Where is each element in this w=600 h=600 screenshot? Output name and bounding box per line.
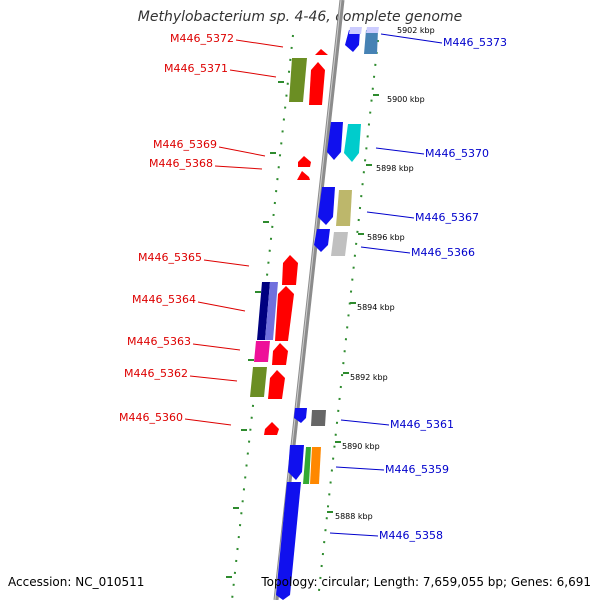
forward-strand-genes bbox=[276, 27, 379, 600]
right-gene-labels: M446_5373 M446_5370 M446_5367 M446_5366 … bbox=[329, 33, 507, 542]
label-leader bbox=[192, 343, 241, 351]
label-leader bbox=[218, 146, 266, 157]
scale-label: 5894 kbp bbox=[357, 303, 395, 312]
scale-labels: 5902 kbp 5900 kbp 5898 kbp 5896 kbp 5894… bbox=[335, 26, 435, 521]
gene-arrow-red[interactable] bbox=[264, 422, 279, 435]
gene-block-lavender[interactable] bbox=[366, 27, 379, 33]
left-gene-labels: M446_5372 M446_5371 M446_5369 M446_5368 … bbox=[119, 32, 284, 426]
label-leader bbox=[235, 39, 284, 48]
label-leader bbox=[184, 418, 232, 426]
gene-label-right[interactable]: M446_5373 bbox=[443, 36, 507, 49]
gene-label-right[interactable]: M446_5366 bbox=[411, 246, 475, 259]
gene-block-orange[interactable] bbox=[310, 447, 321, 484]
gene-arrow-blue[interactable] bbox=[318, 187, 335, 225]
gene-label-left[interactable]: M446_5360 bbox=[119, 411, 183, 424]
gene-arrow-red[interactable] bbox=[297, 171, 310, 180]
gene-label-left[interactable]: M446_5372 bbox=[170, 32, 234, 45]
gene-arrow-red[interactable] bbox=[272, 343, 288, 365]
scale-label: 5898 kbp bbox=[376, 164, 414, 173]
label-leader bbox=[189, 375, 238, 382]
gene-arrow-cyan[interactable] bbox=[344, 124, 361, 162]
gene-block-steel[interactable] bbox=[364, 30, 378, 54]
gene-arrow-red[interactable] bbox=[315, 49, 328, 55]
gene-label-left[interactable]: M446_5362 bbox=[124, 367, 188, 380]
gene-arrow-blue[interactable] bbox=[345, 30, 360, 52]
label-leader bbox=[366, 211, 415, 219]
gene-label-right[interactable]: M446_5361 bbox=[390, 418, 454, 431]
scale-label: 5890 kbp bbox=[342, 442, 380, 451]
gene-arrow-red[interactable] bbox=[298, 156, 311, 167]
label-leader bbox=[380, 33, 443, 44]
label-leader bbox=[197, 301, 246, 312]
gene-block-khaki[interactable] bbox=[336, 190, 352, 226]
label-leader bbox=[203, 259, 250, 267]
gene-arrow-blue[interactable] bbox=[276, 482, 301, 600]
gene-label-left[interactable]: M446_5364 bbox=[132, 293, 196, 306]
gene-arrow-red[interactable] bbox=[309, 62, 325, 105]
gene-block-slate[interactable] bbox=[265, 282, 278, 340]
scale-label: 5896 kbp bbox=[367, 233, 405, 242]
gene-block-light-gray[interactable] bbox=[331, 232, 348, 256]
gene-block-magenta[interactable] bbox=[254, 341, 270, 362]
gene-arrow-red[interactable] bbox=[275, 286, 294, 341]
label-leader bbox=[214, 165, 263, 170]
gene-arrow-red[interactable] bbox=[268, 370, 285, 399]
gene-label-left[interactable]: M446_5365 bbox=[138, 251, 202, 264]
gene-label-right[interactable]: M446_5359 bbox=[385, 463, 449, 476]
gene-arrow-blue[interactable] bbox=[294, 408, 307, 423]
gene-block-olive[interactable] bbox=[250, 367, 267, 397]
accession-text: Accession: NC_010511 bbox=[8, 575, 145, 589]
tick-tracks bbox=[226, 34, 379, 600]
label-leader bbox=[329, 532, 379, 537]
label-leader bbox=[340, 419, 390, 426]
scale-label: 5900 kbp bbox=[387, 95, 425, 104]
gene-arrow-blue[interactable] bbox=[327, 122, 343, 160]
gene-block-navy[interactable] bbox=[257, 282, 270, 340]
label-leader bbox=[335, 466, 385, 471]
gene-label-right[interactable]: M446_5367 bbox=[415, 211, 479, 224]
gene-label-right[interactable]: M446_5370 bbox=[425, 147, 489, 160]
gene-block-lime[interactable] bbox=[303, 447, 311, 484]
scale-label: 5902 kbp bbox=[397, 26, 435, 35]
gene-label-left[interactable]: M446_5363 bbox=[127, 335, 191, 348]
gene-label-left[interactable]: M446_5369 bbox=[153, 138, 217, 151]
scale-label: 5888 kbp bbox=[335, 512, 373, 521]
gene-arrow-red[interactable] bbox=[282, 255, 298, 285]
map-title: Methylobacterium sp. 4-46, complete geno… bbox=[137, 9, 463, 25]
gene-arrow-blue[interactable] bbox=[288, 445, 304, 480]
gene-block-olive[interactable] bbox=[289, 58, 307, 102]
gene-label-left[interactable]: M446_5368 bbox=[149, 157, 213, 170]
gene-label-right[interactable]: M446_5358 bbox=[379, 529, 443, 542]
topology-text: Topology: circular; Length: 7,659,055 bp… bbox=[261, 575, 591, 589]
gene-arrow-blue[interactable] bbox=[314, 229, 330, 252]
reverse-strand-genes bbox=[250, 49, 328, 435]
gene-label-left[interactable]: M446_5371 bbox=[164, 62, 228, 75]
label-leader bbox=[360, 246, 411, 254]
scale-label: 5892 kbp bbox=[350, 373, 388, 382]
gene-block-lavender[interactable] bbox=[349, 27, 362, 34]
label-leader bbox=[229, 69, 277, 78]
gene-block-dark-gray[interactable] bbox=[311, 410, 326, 426]
right-dotted-track bbox=[317, 39, 379, 600]
label-leader bbox=[375, 147, 425, 155]
